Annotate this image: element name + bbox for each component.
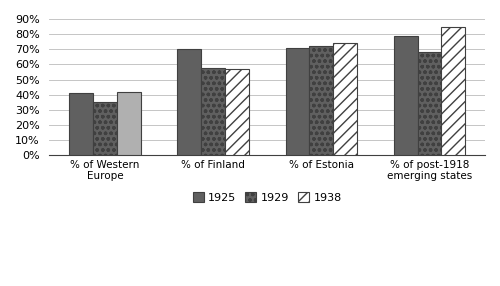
Bar: [310, 46, 333, 156]
Bar: [201, 67, 225, 156]
Legend: 1925, 1929, 1938: 1925, 1929, 1938: [188, 188, 346, 207]
Bar: [70, 93, 93, 156]
Bar: [442, 27, 465, 156]
Bar: [333, 43, 357, 156]
Bar: [286, 48, 310, 156]
Bar: [178, 49, 201, 156]
Bar: [225, 69, 249, 156]
Bar: [93, 102, 117, 156]
Bar: [418, 52, 442, 156]
Bar: [117, 92, 140, 156]
Bar: [394, 36, 417, 156]
